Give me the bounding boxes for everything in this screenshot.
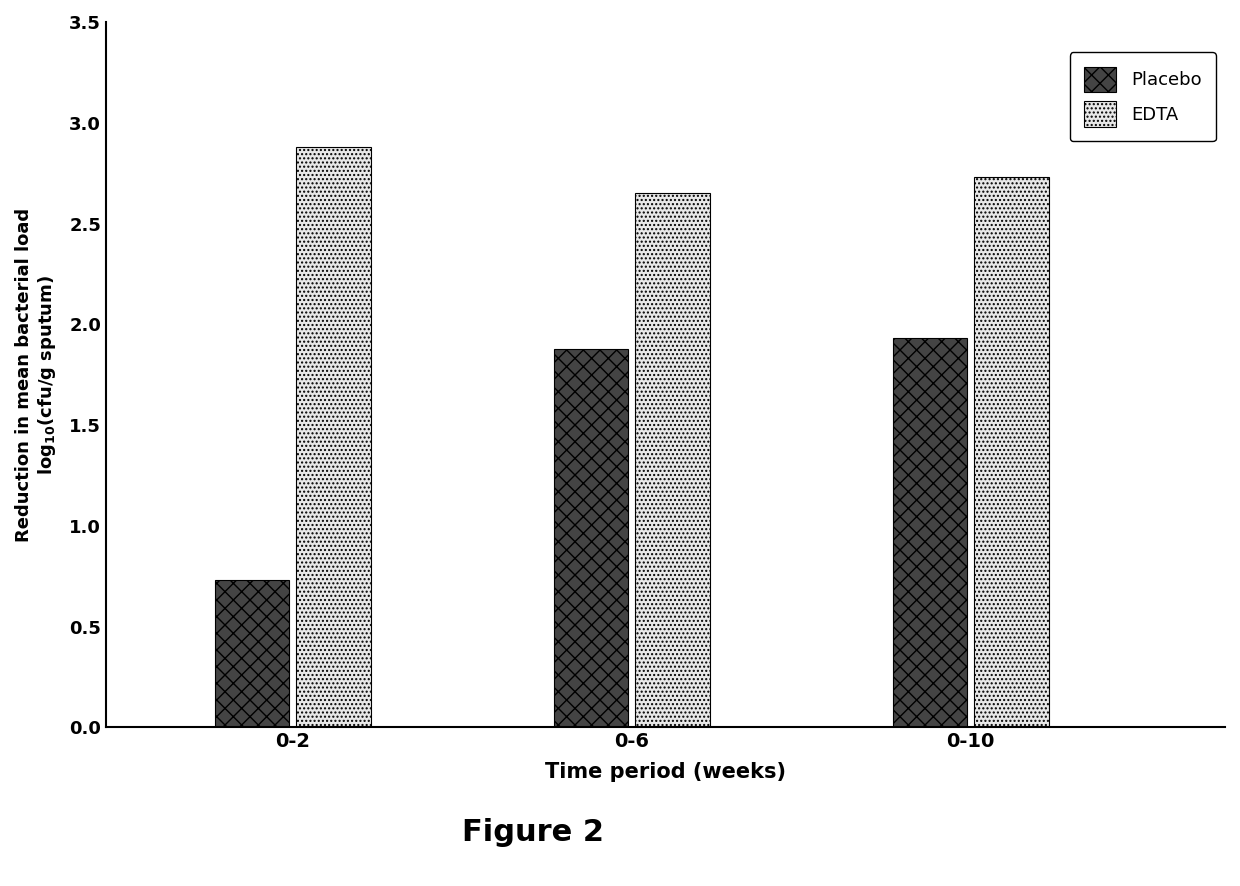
Y-axis label: Reduction in mean bacterial load
$\mathregular{log_{10}}$(cfu/g sputum): Reduction in mean bacterial load $\mathr… xyxy=(15,207,58,541)
Legend: Placebo, EDTA: Placebo, EDTA xyxy=(1070,52,1216,141)
Bar xyxy=(975,177,1049,727)
Bar xyxy=(215,580,289,727)
Bar xyxy=(553,348,629,727)
Bar xyxy=(635,193,709,727)
Bar xyxy=(893,338,967,727)
Bar xyxy=(296,147,371,727)
X-axis label: Time period (weeks): Time period (weeks) xyxy=(546,762,786,782)
Text: Figure 2: Figure 2 xyxy=(463,819,604,847)
